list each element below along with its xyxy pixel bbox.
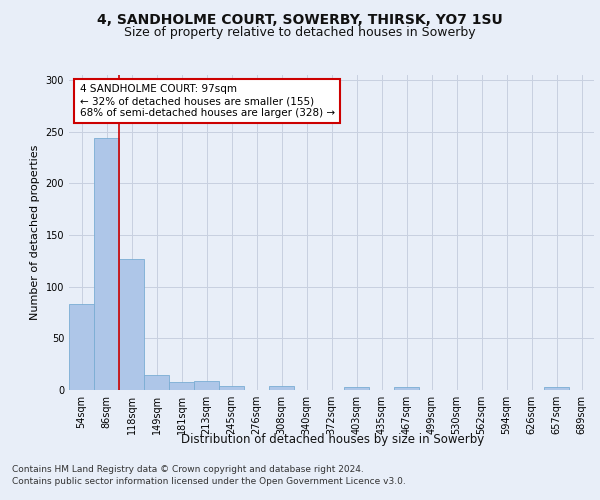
Bar xyxy=(144,374,169,390)
Text: Size of property relative to detached houses in Sowerby: Size of property relative to detached ho… xyxy=(124,26,476,39)
Text: Contains public sector information licensed under the Open Government Licence v3: Contains public sector information licen… xyxy=(12,478,406,486)
Bar xyxy=(219,386,244,390)
Bar xyxy=(344,387,369,390)
Bar xyxy=(119,259,144,390)
Text: Contains HM Land Registry data © Crown copyright and database right 2024.: Contains HM Land Registry data © Crown c… xyxy=(12,465,364,474)
Text: Distribution of detached houses by size in Sowerby: Distribution of detached houses by size … xyxy=(181,432,485,446)
Bar xyxy=(194,380,219,390)
Text: 4 SANDHOLME COURT: 97sqm
← 32% of detached houses are smaller (155)
68% of semi-: 4 SANDHOLME COURT: 97sqm ← 32% of detach… xyxy=(79,84,335,117)
Text: 4, SANDHOLME COURT, SOWERBY, THIRSK, YO7 1SU: 4, SANDHOLME COURT, SOWERBY, THIRSK, YO7… xyxy=(97,12,503,26)
Bar xyxy=(269,386,294,390)
Bar xyxy=(394,387,419,390)
Bar xyxy=(94,138,119,390)
Bar xyxy=(69,304,94,390)
Y-axis label: Number of detached properties: Number of detached properties xyxy=(30,145,40,320)
Bar xyxy=(544,387,569,390)
Bar xyxy=(169,382,194,390)
